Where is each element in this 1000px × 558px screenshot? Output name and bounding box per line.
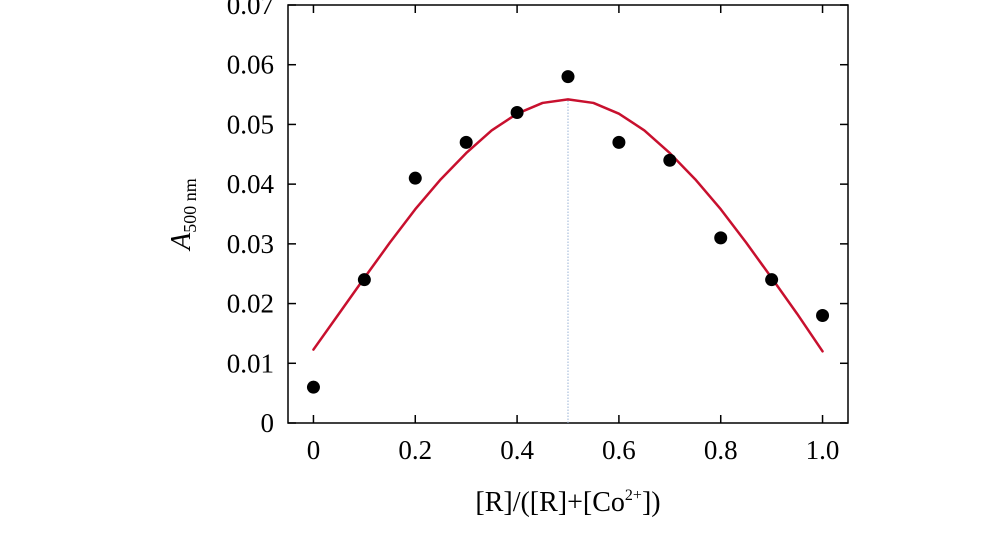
data-point xyxy=(306,380,320,394)
y-axis-label: A500 nm xyxy=(166,178,200,252)
y-tick-label: 0.06 xyxy=(227,50,274,80)
axis-ticks xyxy=(288,4,848,424)
x-tick-label: 0.8 xyxy=(704,435,738,465)
tick-labels: 0 0.2 0.4 0.6 0.8 1.0 0 0.01 0.02 0.03 0.04 0.05 0.0… xyxy=(227,0,840,465)
data-points xyxy=(306,70,830,394)
data-point xyxy=(663,153,677,167)
x-tick-label: 0.6 xyxy=(602,435,636,465)
data-point xyxy=(510,105,524,119)
y-tick-label: 0.07 xyxy=(227,0,274,20)
data-point xyxy=(459,135,473,149)
y-tick-label: 0.01 xyxy=(227,348,274,378)
data-point xyxy=(357,273,371,287)
x-tick-label: 1.0 xyxy=(806,435,840,465)
y-tick-label: 0.03 xyxy=(227,229,274,259)
data-point xyxy=(612,135,626,149)
data-point xyxy=(408,171,422,185)
y-tick-label: 0.04 xyxy=(227,169,275,199)
data-point xyxy=(561,70,575,84)
x-axis-label: [R]/([R]+[Co2+]) xyxy=(475,487,660,518)
x-tick-label: 0.4 xyxy=(500,435,534,465)
fit-curve xyxy=(312,98,824,353)
data-point xyxy=(816,309,830,323)
y-tick-label: 0 xyxy=(261,408,275,438)
x-tick-label: 0.2 xyxy=(398,435,432,465)
data-point xyxy=(765,273,779,287)
data-point xyxy=(714,231,728,245)
y-tick-label: 0.05 xyxy=(227,109,274,139)
x-tick-label: 0 xyxy=(307,435,321,465)
plot-frame xyxy=(287,4,849,424)
y-tick-label: 0.02 xyxy=(227,289,274,319)
fit-curve-group xyxy=(312,98,824,353)
